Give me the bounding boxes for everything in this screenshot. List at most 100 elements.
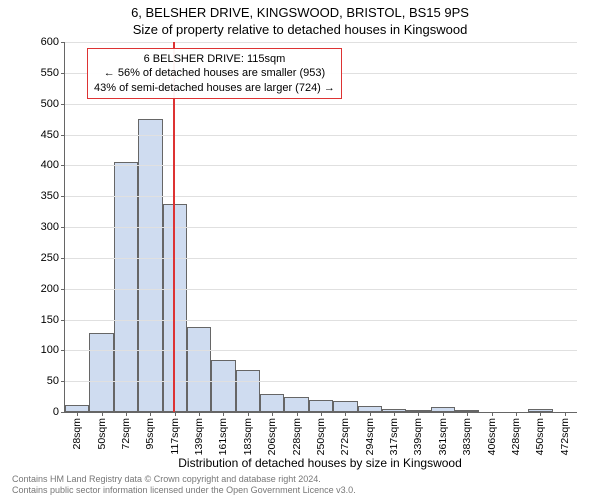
xtick-mark bbox=[248, 412, 249, 416]
ytick-label: 550 bbox=[41, 67, 59, 79]
bar bbox=[138, 119, 162, 412]
xtick-label: 428sqm bbox=[510, 418, 522, 455]
xtick-mark bbox=[370, 412, 371, 416]
bar bbox=[333, 401, 357, 412]
ytick-mark bbox=[61, 227, 65, 228]
annotation-line3: 43% of semi-detached houses are larger (… bbox=[94, 81, 335, 95]
page-title: 6, BELSHER DRIVE, KINGSWOOD, BRISTOL, BS… bbox=[0, 5, 600, 20]
ytick-mark bbox=[61, 165, 65, 166]
grid-line bbox=[65, 196, 577, 197]
xtick-mark bbox=[345, 412, 346, 416]
xtick-mark bbox=[150, 412, 151, 416]
xtick-label: 183sqm bbox=[242, 418, 254, 455]
ytick-mark bbox=[61, 289, 65, 290]
ytick-label: 500 bbox=[41, 98, 59, 110]
ytick-mark bbox=[61, 135, 65, 136]
xtick-label: 406sqm bbox=[486, 418, 498, 455]
ytick-label: 250 bbox=[41, 252, 59, 264]
xtick-mark bbox=[297, 412, 298, 416]
xtick-label: 95sqm bbox=[144, 418, 156, 450]
ytick-label: 150 bbox=[41, 314, 59, 326]
bar bbox=[89, 333, 113, 412]
xtick-mark bbox=[418, 412, 419, 416]
bar bbox=[65, 405, 89, 412]
xtick-label: 339sqm bbox=[412, 418, 424, 455]
annotation-box: 6 BELSHER DRIVE: 115sqm← 56% of detached… bbox=[87, 48, 342, 99]
xtick-label: 161sqm bbox=[217, 418, 229, 455]
xtick-mark bbox=[321, 412, 322, 416]
grid-line bbox=[65, 227, 577, 228]
ytick-mark bbox=[61, 320, 65, 321]
xtick-label: 317sqm bbox=[388, 418, 400, 455]
xtick-mark bbox=[175, 412, 176, 416]
grid-line bbox=[65, 165, 577, 166]
ytick-label: 350 bbox=[41, 190, 59, 202]
xtick-mark bbox=[467, 412, 468, 416]
xtick-label: 272sqm bbox=[339, 418, 351, 455]
ytick-mark bbox=[61, 104, 65, 105]
xtick-mark bbox=[443, 412, 444, 416]
ytick-label: 600 bbox=[41, 36, 59, 48]
ytick-mark bbox=[61, 42, 65, 43]
grid-line bbox=[65, 289, 577, 290]
histogram-plot: 28sqm50sqm72sqm95sqm117sqm139sqm161sqm18… bbox=[64, 42, 577, 413]
xtick-label: 383sqm bbox=[461, 418, 473, 455]
annotation-line2: ← 56% of detached houses are smaller (95… bbox=[94, 66, 335, 80]
ytick-label: 50 bbox=[47, 375, 59, 387]
xtick-mark bbox=[565, 412, 566, 416]
grid-line bbox=[65, 381, 577, 382]
page-subtitle: Size of property relative to detached ho… bbox=[0, 22, 600, 37]
ytick-label: 200 bbox=[41, 283, 59, 295]
xtick-mark bbox=[223, 412, 224, 416]
xtick-mark bbox=[492, 412, 493, 416]
bar bbox=[114, 162, 138, 412]
xtick-label: 228sqm bbox=[291, 418, 303, 455]
xtick-mark bbox=[272, 412, 273, 416]
bar bbox=[187, 327, 211, 412]
xtick-label: 206sqm bbox=[266, 418, 278, 455]
grid-line bbox=[65, 350, 577, 351]
ytick-mark bbox=[61, 196, 65, 197]
xtick-mark bbox=[540, 412, 541, 416]
xtick-mark bbox=[126, 412, 127, 416]
footer-line2: Contains public sector information licen… bbox=[12, 485, 356, 496]
xtick-label: 361sqm bbox=[437, 418, 449, 455]
ytick-mark bbox=[61, 258, 65, 259]
xtick-mark bbox=[102, 412, 103, 416]
ytick-label: 450 bbox=[41, 129, 59, 141]
xtick-label: 139sqm bbox=[193, 418, 205, 455]
ytick-mark bbox=[61, 412, 65, 413]
xtick-label: 28sqm bbox=[71, 418, 83, 450]
footer-attribution: Contains HM Land Registry data © Crown c… bbox=[12, 474, 356, 497]
bar bbox=[284, 397, 308, 412]
ytick-mark bbox=[61, 73, 65, 74]
x-axis-label: Distribution of detached houses by size … bbox=[64, 456, 576, 470]
bar bbox=[236, 370, 260, 412]
footer-line1: Contains HM Land Registry data © Crown c… bbox=[12, 474, 356, 485]
xtick-mark bbox=[77, 412, 78, 416]
bar bbox=[211, 360, 235, 412]
ytick-mark bbox=[61, 350, 65, 351]
ytick-label: 0 bbox=[53, 406, 59, 418]
xtick-label: 50sqm bbox=[96, 418, 108, 450]
bar bbox=[309, 400, 333, 412]
xtick-label: 250sqm bbox=[315, 418, 327, 455]
ytick-label: 300 bbox=[41, 221, 59, 233]
grid-line bbox=[65, 258, 577, 259]
grid-line bbox=[65, 104, 577, 105]
grid-line bbox=[65, 42, 577, 43]
ytick-label: 400 bbox=[41, 159, 59, 171]
xtick-label: 450sqm bbox=[534, 418, 546, 455]
annotation-line1: 6 BELSHER DRIVE: 115sqm bbox=[94, 52, 335, 66]
xtick-label: 117sqm bbox=[169, 418, 181, 455]
xtick-mark bbox=[199, 412, 200, 416]
bar bbox=[260, 394, 284, 413]
grid-line bbox=[65, 135, 577, 136]
xtick-label: 472sqm bbox=[559, 418, 571, 455]
grid-line bbox=[65, 320, 577, 321]
xtick-label: 294sqm bbox=[364, 418, 376, 455]
ytick-label: 100 bbox=[41, 344, 59, 356]
ytick-mark bbox=[61, 381, 65, 382]
xtick-label: 72sqm bbox=[120, 418, 132, 450]
xtick-mark bbox=[516, 412, 517, 416]
